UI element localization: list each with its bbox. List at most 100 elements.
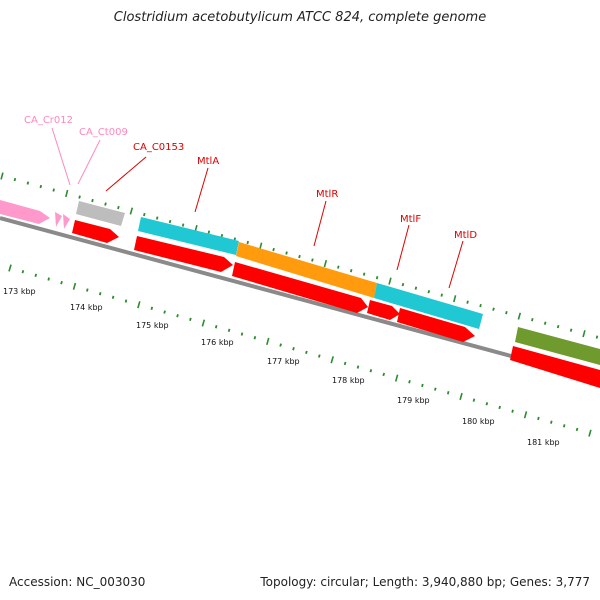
outer-major-tick xyxy=(582,330,586,338)
outer-minor-tick xyxy=(13,177,17,182)
outer-minor-tick xyxy=(181,223,185,227)
scale-label-178: 178 kbp xyxy=(332,376,365,385)
scale-minor-tick xyxy=(111,295,115,300)
label-ca-cr012: CA_Cr012 xyxy=(24,115,73,126)
outer-minor-tick xyxy=(479,303,482,308)
scale-major-tick xyxy=(137,301,141,309)
cds-ca-c0153[interactable] xyxy=(72,220,119,243)
scale-minor-tick xyxy=(98,291,102,296)
scale-label-176: 176 kbp xyxy=(201,338,234,347)
outer-minor-tick xyxy=(298,254,301,259)
scale-minor-tick xyxy=(421,383,424,388)
outer-minor-tick xyxy=(595,335,599,339)
label-mtld: MtlD xyxy=(454,230,477,241)
scale-minor-tick xyxy=(356,365,360,369)
outer-minor-tick xyxy=(272,247,275,252)
cds-right[interactable] xyxy=(510,346,600,388)
mtla-feature[interactable] xyxy=(138,217,239,255)
outer-minor-tick xyxy=(349,268,353,273)
scale-major-tick xyxy=(523,411,528,419)
scale-label-175: 175 kbp xyxy=(136,321,169,330)
scale-minor-tick xyxy=(472,398,476,402)
label-mtlf: MtlF xyxy=(400,214,421,225)
scale-minor-tick xyxy=(562,424,566,428)
scale-minor-tick xyxy=(318,354,321,358)
scale-label-179: 179 kbp xyxy=(397,396,430,405)
outer-minor-tick xyxy=(543,321,547,325)
outer-minor-tick xyxy=(427,289,431,294)
scale-minor-tick xyxy=(86,288,89,292)
outer-minor-tick xyxy=(246,240,249,245)
outer-major-tick xyxy=(517,312,522,320)
scale-major-tick xyxy=(8,264,12,272)
outer-minor-tick xyxy=(414,286,418,290)
cds-mtld[interactable] xyxy=(397,308,475,342)
mtlr-feature[interactable] xyxy=(236,242,377,298)
scale-minor-tick xyxy=(227,328,231,333)
scale-minor-tick xyxy=(343,361,347,366)
scale-minor-tick xyxy=(305,350,308,355)
label-mtla: MtlA xyxy=(197,156,219,167)
outer-tick-ring xyxy=(0,172,599,339)
gray-feature[interactable] xyxy=(76,201,125,226)
outer-major-tick xyxy=(388,277,392,285)
scale-minor-tick xyxy=(537,416,540,421)
scale-minor-tick xyxy=(150,306,154,311)
scale-minor-tick xyxy=(382,372,386,377)
outer-major-tick xyxy=(323,259,328,268)
outer-minor-tick xyxy=(362,272,366,276)
scale-minor-tick xyxy=(446,391,450,395)
scale-minor-tick xyxy=(498,405,501,410)
scale-label-174: 174 kbp xyxy=(70,303,103,312)
scale-label-181: 181 kbp xyxy=(527,438,560,447)
outer-minor-tick xyxy=(492,307,495,311)
label-leader-lines xyxy=(51,127,464,289)
scale-major-tick xyxy=(330,356,334,364)
scale-minor-tick xyxy=(485,402,489,406)
olive-feature[interactable] xyxy=(515,327,600,365)
outer-major-tick xyxy=(129,207,134,215)
outer-minor-tick xyxy=(556,324,560,329)
scale-minor-tick xyxy=(550,420,553,424)
scale-minor-tick xyxy=(434,387,437,391)
pink-feature[interactable] xyxy=(0,200,70,229)
label-mtlr: MtlR xyxy=(316,189,338,200)
scale-minor-tick xyxy=(163,310,166,314)
outer-minor-tick xyxy=(207,230,211,234)
outer-minor-tick xyxy=(311,258,314,262)
scale-minor-tick xyxy=(124,299,128,303)
scale-label-180: 180 kbp xyxy=(462,417,495,426)
scale-minor-tick xyxy=(176,314,179,318)
scale-minor-tick xyxy=(60,280,63,285)
cds-mtla[interactable] xyxy=(134,236,233,272)
outer-minor-tick xyxy=(26,181,30,185)
mtlf-mtld-feature[interactable] xyxy=(374,283,483,329)
topology-text: Topology: circular; Length: 3,940,880 bp… xyxy=(260,575,590,589)
label-ca-c0153: CA_C0153 xyxy=(133,142,184,153)
cds-mtlr[interactable] xyxy=(232,262,368,313)
outer-minor-tick xyxy=(440,293,443,297)
outer-minor-tick xyxy=(104,202,107,206)
scale-minor-tick xyxy=(511,409,514,413)
scale-minor-tick xyxy=(279,343,282,347)
outer-minor-tick xyxy=(337,265,340,269)
scale-label-177: 177 kbp xyxy=(267,357,300,366)
outer-major-tick xyxy=(0,172,4,180)
feature-labels: CA_Cr012 CA_Ct009 CA_C0153 MtlA MtlR Mtl… xyxy=(24,115,477,241)
cds-mtlf[interactable] xyxy=(367,300,400,320)
scale-minor-tick xyxy=(214,325,218,329)
scale-minor-tick xyxy=(253,336,257,340)
outer-minor-tick xyxy=(375,275,379,280)
outer-minor-tick xyxy=(78,195,81,199)
scale-minor-tick xyxy=(21,269,25,274)
scale-major-tick xyxy=(588,429,592,437)
scale-major-tick xyxy=(266,337,270,346)
scale-major-tick xyxy=(394,374,399,382)
scale-labels: 173 kbp 174 kbp 175 kbp 176 kbp 177 kbp … xyxy=(3,287,560,447)
outer-minor-tick xyxy=(39,184,43,189)
scale-major-tick xyxy=(459,392,463,401)
outer-minor-tick xyxy=(401,282,405,287)
outer-minor-tick xyxy=(531,317,534,322)
